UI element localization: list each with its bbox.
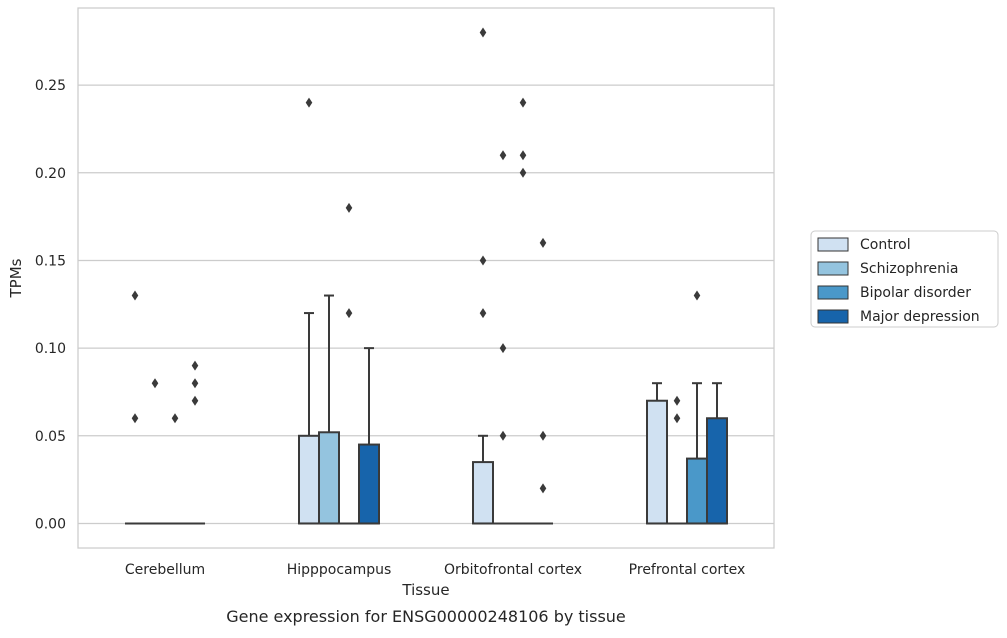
legend-frame [810,230,999,328]
box-plot-marks [125,27,728,525]
x-tick-label: Orbitofrontal cortex [444,562,582,578]
y-tick-label: 0.25 [35,78,66,94]
box [686,457,708,525]
legend-swatch [817,285,849,300]
box-plot-group [145,378,165,525]
x-axis-label: Tissue [401,581,449,599]
box [318,431,340,525]
legend-swatch [817,237,849,252]
y-axis-label: TPMs [7,258,25,298]
y-tick-label: 0.20 [35,166,66,182]
outlier-point [519,97,527,108]
box-plot-group [185,360,205,525]
legend: Control Schizophrenia Bipolar disorder Majo… [810,230,999,328]
box-plot-group [165,413,185,525]
outlier-point [673,395,681,406]
box-plot-group [513,97,533,525]
outlier-point [345,308,353,319]
outlier-point [191,395,199,406]
x-tick-label: Hipppocampus [287,562,392,578]
outlier-point [539,430,547,441]
legend-swatch [817,309,849,324]
outlier-point [519,150,527,161]
box [646,399,668,525]
chart-caption: Gene expression for ENSG00000248106 by t… [226,607,626,626]
y-tick-label: 0.15 [35,253,66,269]
outlier-point [171,413,179,424]
plot-frame [77,7,775,549]
outlier-point [693,290,701,301]
box-plot-group [533,237,553,525]
box [298,434,320,525]
x-tick-label: Prefrontal cortex [629,562,746,578]
outlier-point [499,150,507,161]
legend-entry-label: Bipolar disorder [860,285,971,301]
box-plot-group [125,290,145,525]
outlier-point [305,97,313,108]
box [472,461,494,525]
outlier-point [345,202,353,213]
y-gridlines [78,84,774,525]
legend-entry-label: Schizophrenia [860,261,958,277]
legend-entry-label: Major depression [860,309,980,325]
outlier-point [191,378,199,389]
box [706,417,728,525]
outlier-point [539,237,547,248]
y-axis-ticks: 0.00 0.05 0.10 0.15 0.20 0.25 [35,78,66,532]
legend-swatch [817,261,849,276]
outlier-point [191,360,199,371]
y-tick-label: 0.05 [35,429,66,445]
outlier-point [519,167,527,178]
box-plot-group [667,395,687,525]
box-plot-group [493,150,513,525]
outlier-point [131,290,139,301]
box-plot-group [706,382,728,525]
outlier-point [479,27,487,38]
outlier-point [479,255,487,266]
legend-entry-label: Control [860,237,911,253]
box-plot-group [358,347,380,525]
box-plot-group [646,382,668,525]
box-plot-group [472,27,494,525]
box-plot-group [318,294,340,525]
outlier-point [499,430,507,441]
x-tick-label: Cerebellum [125,562,205,578]
box-plot-group [339,202,359,525]
box-plot-group [298,97,320,525]
outlier-point [131,413,139,424]
outlier-point [151,378,159,389]
box [358,443,380,525]
outlier-point [479,308,487,319]
y-tick-label: 0.00 [35,516,66,532]
x-axis-ticks: Cerebellum Hipppocampus Orbitofrontal cort… [125,562,745,578]
y-tick-label: 0.10 [35,341,66,357]
outlier-point [539,483,547,494]
outlier-point [673,413,681,424]
box-plot-group [686,290,708,525]
outlier-point [499,343,507,354]
